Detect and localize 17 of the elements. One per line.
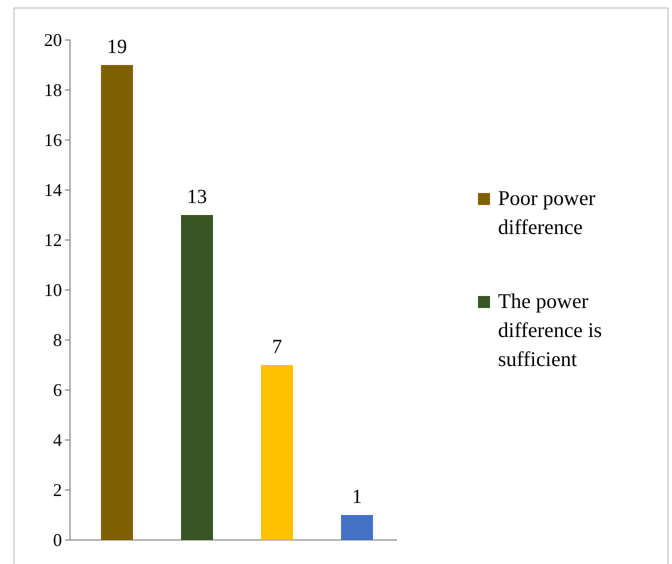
data-label: 1 — [352, 486, 362, 508]
legend-label: Poor power difference — [498, 186, 596, 239]
y-tick-label: 8 — [53, 330, 62, 350]
y-tick-label: 14 — [44, 180, 62, 200]
y-tick-label: 4 — [53, 430, 62, 450]
y-tick-label: 6 — [53, 380, 62, 400]
data-label: 19 — [107, 36, 127, 58]
y-tick-label: 10 — [44, 280, 62, 300]
y-tick-label: 20 — [44, 30, 62, 50]
y-tick-label: 12 — [44, 230, 62, 250]
data-label: 7 — [272, 336, 282, 358]
y-tick-label: 2 — [53, 480, 62, 500]
y-tick-label: 18 — [44, 80, 62, 100]
legend-label: The power difference is sufficient — [498, 289, 602, 371]
y-tick-label: 0 — [53, 530, 62, 550]
y-tick-label: 16 — [44, 130, 62, 150]
data-label: 13 — [187, 186, 207, 208]
